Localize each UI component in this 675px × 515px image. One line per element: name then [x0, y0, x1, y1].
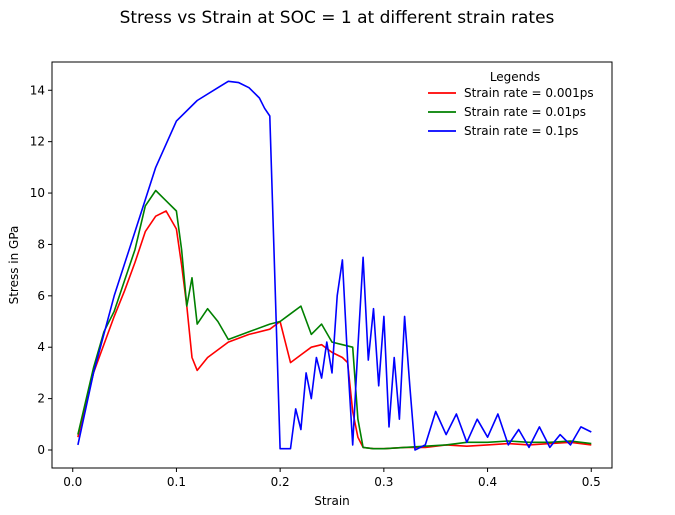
- series-line-2: [77, 189, 592, 450]
- legend-entries: Strain rate = 0.001ps Strain rate = 0.01p…: [428, 86, 594, 138]
- y-tick-label: 14: [30, 83, 45, 97]
- x-tick-label: 0.5: [582, 475, 601, 489]
- x-tick-label: 0.3: [374, 475, 393, 489]
- y-tick-label: 12: [30, 135, 45, 149]
- legend-label-3: Strain rate = 0.1ps: [464, 124, 578, 138]
- y-tick-label: 8: [37, 237, 45, 251]
- y-tick-label: 6: [37, 289, 45, 303]
- y-tick-label: 2: [37, 392, 45, 406]
- y-tick-label: 0: [37, 443, 45, 457]
- y-axis-label: Stress in GPa: [7, 226, 21, 305]
- legend-title: Legends: [490, 70, 540, 84]
- axes-frame: [51, 61, 613, 469]
- x-tick-label: 0.1: [167, 475, 186, 489]
- x-tick-label: 0.0: [63, 475, 82, 489]
- x-tick-label: 0.4: [478, 475, 497, 489]
- x-axis-label: Strain: [314, 494, 350, 508]
- x-axis-ticks: 0.0 0.1 0.2 0.3 0.4 0.5: [63, 468, 601, 489]
- legend-label-1: Strain rate = 0.001ps: [464, 86, 594, 100]
- y-tick-label: 4: [37, 340, 45, 354]
- series-layer: [77, 80, 592, 451]
- y-tick-label: 10: [30, 186, 45, 200]
- x-tick-label: 0.2: [271, 475, 290, 489]
- series-line-1: [77, 210, 592, 450]
- legend-label-2: Strain rate = 0.01ps: [464, 105, 586, 119]
- chart-title: Stress vs Strain at SOC = 1 at different…: [120, 8, 555, 28]
- y-axis-ticks: 0 2 4 6 8 10 12 14: [30, 83, 52, 457]
- series-line-3: [77, 80, 592, 451]
- plot-area: 0.0 0.1 0.2 0.3 0.4 0.5 0 2 4 6 8 10 12 14: [30, 61, 613, 489]
